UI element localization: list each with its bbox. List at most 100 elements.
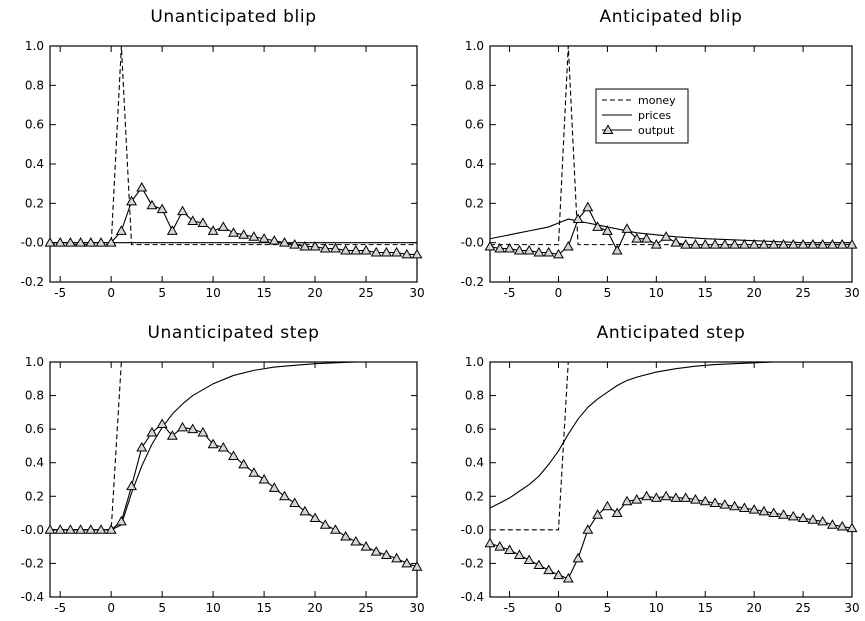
x-tick-label: 10 [649, 601, 664, 615]
output-triangle-marker [680, 492, 692, 502]
legend-label-money: money [638, 94, 676, 107]
chart-title: Anticipated step [597, 323, 746, 343]
plot-frame [49, 361, 418, 598]
output-triangle-marker [289, 239, 301, 249]
series-output-line [50, 423, 418, 568]
chart-panel-2: Anticipated blip -0.2 -0.0 0.2 0.4 0.6 0.8 1.0 -… [461, 7, 860, 300]
output-triangle-marker [611, 507, 623, 518]
output-triangle-marker [533, 246, 545, 257]
legend-label-output: output [638, 124, 675, 137]
output-triangle-marker [238, 229, 250, 239]
output-triangle-marker [177, 205, 188, 216]
output-triangle-marker [758, 505, 770, 516]
output-triangle-marker [248, 231, 260, 241]
output-triangle-marker [44, 524, 56, 534]
output-triangle-marker [309, 512, 321, 523]
y-tick-label: -0.0 [21, 236, 44, 250]
x-tick-label: 10 [205, 286, 220, 300]
output-triangle-marker [95, 524, 107, 534]
output-triangle-marker [484, 240, 496, 251]
output-triangle-marker [401, 248, 413, 259]
x-tick-label: 20 [307, 601, 322, 615]
x-tick-label: 25 [358, 601, 373, 615]
y-tick-label: 0.4 [465, 157, 484, 171]
series-money-line [50, 45, 417, 246]
y-tick-label: -0.4 [21, 590, 44, 604]
output-triangle-marker [85, 237, 97, 247]
output-triangle-marker [582, 201, 594, 212]
output-triangle-marker [670, 237, 682, 247]
output-triangle-marker [411, 248, 423, 259]
y-tick-label: 0.6 [25, 118, 44, 132]
series-money-line [490, 45, 852, 246]
output-triangle-marker [729, 239, 741, 249]
output-triangle-marker [592, 509, 604, 519]
x-tick-label: 5 [158, 601, 166, 615]
output-triangle-marker [401, 557, 413, 568]
output-triangle-marker [513, 244, 525, 255]
x-tick-label: 5 [158, 286, 166, 300]
output-triangle-marker [650, 492, 662, 502]
output-triangle-marker [329, 524, 341, 534]
y-tick-label: 0.4 [25, 456, 44, 470]
output-triangle-marker [258, 233, 270, 243]
output-triangle-marker [513, 549, 525, 559]
y-tick-label: 0.8 [465, 389, 484, 403]
output-triangle-marker [85, 524, 97, 534]
y-tick-label: 0.6 [465, 422, 484, 436]
y-tick-label: -0.0 [21, 523, 44, 537]
chart-panel-1: Unanticipated blip -0.2 -0.0 0.2 0.4 0.6 0.8 1.… [21, 7, 425, 300]
output-triangle-marker [115, 515, 127, 526]
output-triangle-marker [126, 480, 138, 491]
output-triangle-marker [768, 239, 780, 249]
x-tick-label: 30 [409, 601, 424, 615]
output-triangle-marker [54, 237, 66, 247]
y-tick-label: -0.2 [21, 275, 44, 289]
legend-triangle-marker [602, 124, 614, 134]
x-tick-label: 10 [649, 286, 664, 300]
output-triangle-marker [787, 510, 799, 521]
output-triangle-marker [177, 421, 188, 432]
output-triangle-marker [279, 490, 290, 501]
y-tick-label: 0.8 [25, 389, 44, 403]
output-triangle-marker [146, 426, 158, 437]
x-tick-label: 20 [747, 286, 762, 300]
output-triangle-marker [611, 244, 623, 255]
output-triangle-marker [670, 492, 682, 502]
output-triangle-marker [391, 552, 403, 563]
output-triangle-marker [289, 497, 301, 507]
output-triangle-marker [340, 530, 352, 541]
x-tick-label: 5 [604, 286, 612, 300]
output-triangle-marker [836, 520, 848, 531]
output-triangle-marker [778, 509, 789, 519]
output-triangle-marker [156, 203, 168, 214]
legend-box [595, 88, 689, 144]
output-triangle-marker [797, 239, 809, 249]
output-triangle-marker [738, 502, 750, 512]
y-tick-label: 0.8 [25, 78, 44, 92]
output-triangle-marker [268, 235, 280, 245]
output-triangle-marker [689, 494, 701, 504]
y-tick-label: 1.0 [25, 39, 44, 53]
output-triangle-marker [572, 552, 584, 563]
output-triangle-marker [299, 240, 311, 251]
x-tick-label: 30 [844, 286, 859, 300]
output-triangle-marker [329, 242, 341, 253]
output-triangle-marker [370, 546, 382, 556]
output-triangle-marker [778, 239, 789, 249]
x-tick-label: 0 [555, 286, 563, 300]
output-triangle-marker [105, 524, 117, 534]
output-triangle-marker [523, 554, 535, 565]
output-triangle-marker [680, 239, 692, 249]
output-triangle-marker [562, 240, 574, 251]
output-triangle-marker [299, 505, 311, 516]
y-tick-label: 0.8 [465, 78, 484, 92]
output-triangle-marker [689, 239, 701, 249]
chart-panel-3: Unanticipated step -0.4 -0.2 -0.0 0.2 0.4 0.6 0… [21, 323, 425, 615]
x-tick-label: 20 [747, 601, 762, 615]
output-triangle-marker [553, 569, 564, 580]
output-triangle-marker [391, 246, 403, 257]
x-tick-label: 15 [698, 286, 713, 300]
output-triangle-marker [621, 495, 633, 506]
x-tick-label: 5 [604, 601, 612, 615]
